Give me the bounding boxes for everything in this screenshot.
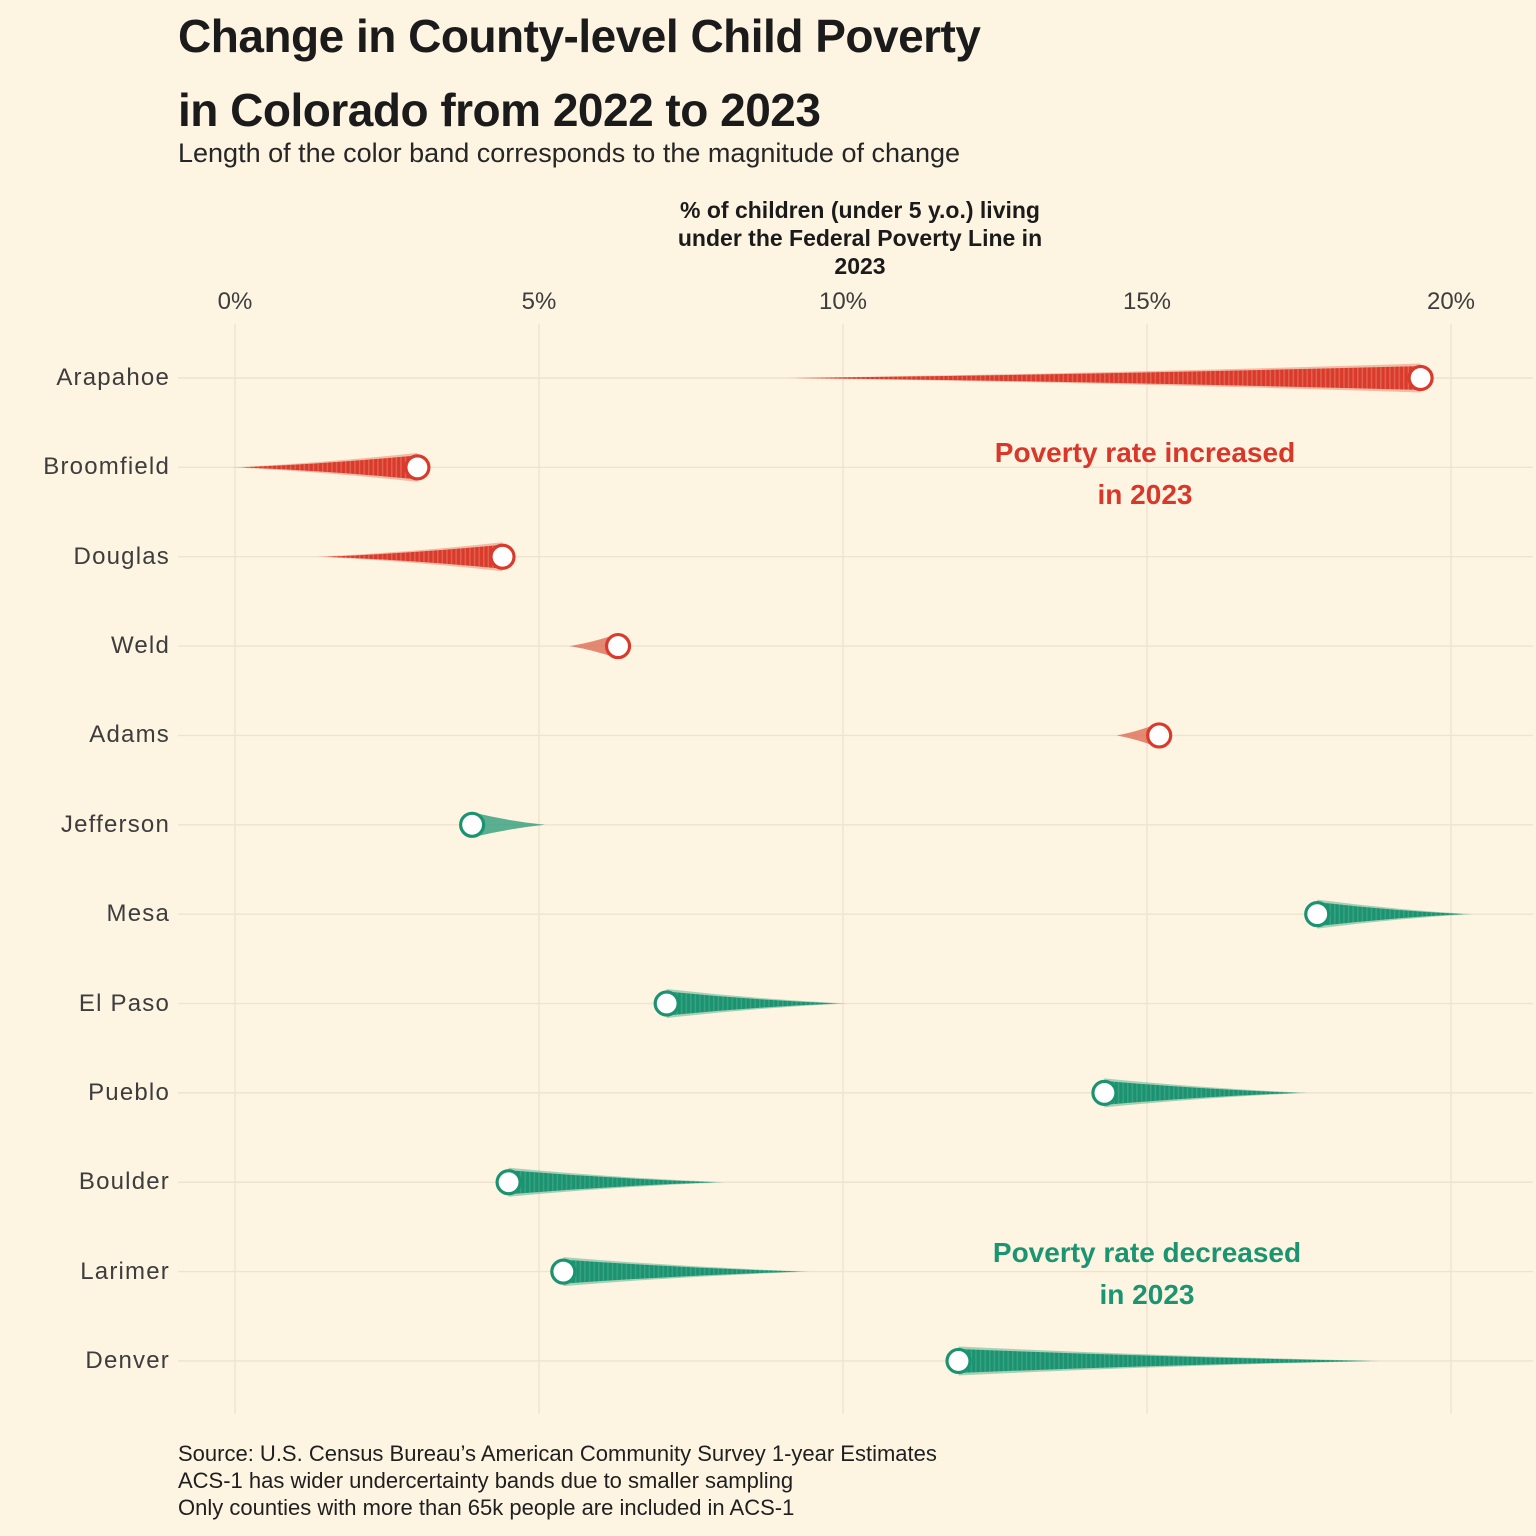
marker-2023-broomfield <box>404 454 431 481</box>
x-axis-tick: 15% <box>1122 288 1172 315</box>
marker-2023-denver <box>945 1347 972 1375</box>
source-line-1: Source: U.S. Census Bureau’s American Co… <box>178 1441 937 1466</box>
gridlines <box>178 324 1533 1414</box>
comet-band-weld <box>569 633 619 659</box>
county-label: Larimer <box>80 1257 170 1285</box>
marker-2023-pueblo <box>1091 1079 1118 1106</box>
county-label: Adams <box>89 721 170 749</box>
annotation-decreased: Poverty rate decreased in 2023 <box>937 1232 1357 1316</box>
x-axis-title-line-2: under the Federal Poverty Line in 2023 <box>677 225 1043 279</box>
county-label: Douglas <box>73 542 170 570</box>
x-axis-title-line-1: % of children (under 5 y.o.) living <box>680 197 1040 223</box>
comet-band-jefferson <box>472 812 545 838</box>
comet-band-boulder <box>508 1170 716 1195</box>
marker-2023-mesa <box>1304 901 1331 928</box>
annotation-increased-line-1: Poverty rate increased <box>994 437 1296 468</box>
county-label: Jefferson <box>60 810 170 838</box>
marker-2023-el-paso <box>653 990 680 1017</box>
comet-band-larimer <box>563 1259 801 1284</box>
marker-2023-adams <box>1146 722 1173 749</box>
marker-2023-boulder <box>495 1169 522 1196</box>
source-line-2: ACS-1 has wider undercertainty bands due… <box>178 1468 794 1493</box>
comet-band-el-paso <box>666 991 837 1016</box>
x-axis-tick: 0% <box>217 288 253 315</box>
annotation-decreased-line-2: in 2023 <box>1099 1279 1195 1310</box>
county-label: El Paso <box>78 989 170 1017</box>
x-axis-tick: 10% <box>818 288 868 315</box>
comet-band-denver <box>958 1348 1372 1373</box>
county-label: Denver <box>85 1346 170 1374</box>
comet-band-arapahoe <box>794 366 1421 390</box>
marker-2023-weld <box>604 632 632 660</box>
comet-band-mesa <box>1317 902 1464 927</box>
county-label: Broomfield <box>43 453 170 481</box>
marker-2023-douglas <box>489 543 516 570</box>
annotation-increased: Poverty rate increased in 2023 <box>935 432 1355 516</box>
chart-subtitle: Length of the color band corresponds to … <box>178 138 961 168</box>
title-line-2: in Colorado from 2022 to 2023 <box>178 84 821 136</box>
x-axis-title: % of children (under 5 y.o.) living unde… <box>660 196 1060 280</box>
county-label: Pueblo <box>88 1078 170 1106</box>
x-axis-tick: 20% <box>1426 288 1476 315</box>
annotation-decreased-line-1: Poverty rate decreased <box>992 1237 1302 1268</box>
comet-band-douglas <box>326 544 503 569</box>
county-label: Weld <box>110 632 170 660</box>
comet-band-pueblo <box>1104 1080 1299 1105</box>
source-line-3: Only counties with more than 65k people … <box>178 1495 795 1520</box>
marker-2023-arapahoe <box>1407 364 1434 392</box>
comet-bands <box>232 363 1473 1376</box>
county-label: Arapahoe <box>56 364 170 391</box>
county-label: Mesa <box>106 900 170 928</box>
marker-2023-larimer <box>550 1258 577 1285</box>
source-note: Source: U.S. Census Bureau’s American Co… <box>178 1440 937 1521</box>
comet-band-broomfield <box>241 455 418 480</box>
page-title: Change in County-level Child Poverty in … <box>178 10 981 136</box>
x-axis-tick: 5% <box>521 288 557 315</box>
marker-2023-jefferson <box>459 811 486 838</box>
annotation-increased-line-2: in 2023 <box>1097 479 1193 510</box>
county-label: Boulder <box>78 1168 170 1196</box>
title-line-1: Change in County-level Child Poverty <box>178 10 981 62</box>
